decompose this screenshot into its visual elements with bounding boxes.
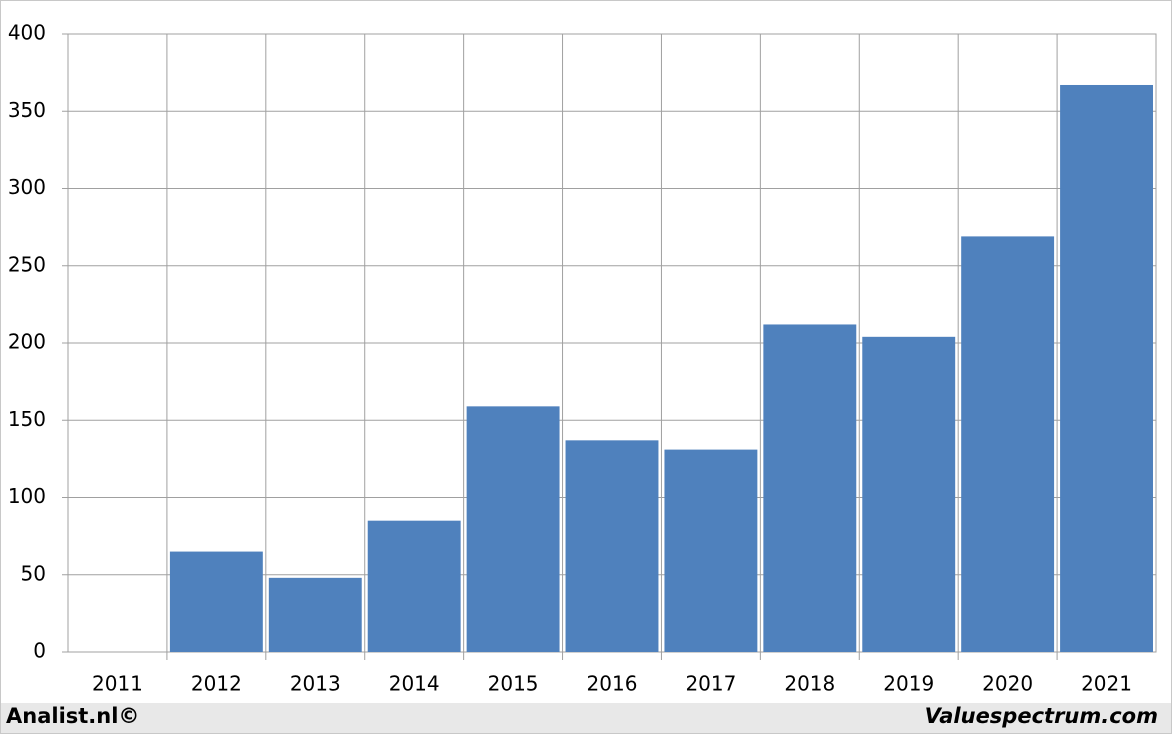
bar — [169, 551, 263, 652]
y-tick-label: 350 — [8, 98, 46, 122]
y-tick-label: 400 — [8, 21, 46, 45]
bar — [565, 440, 659, 652]
x-tick-label: 2018 — [784, 672, 835, 696]
y-tick-label: 300 — [8, 175, 46, 199]
bar — [664, 449, 758, 652]
x-tick-label: 2013 — [290, 672, 341, 696]
x-tick-label: 2020 — [982, 672, 1033, 696]
x-tick-label: 2015 — [488, 672, 539, 696]
footer-band — [1, 703, 1171, 733]
y-tick-label: 0 — [33, 639, 46, 663]
bar — [268, 577, 362, 652]
y-tick-label: 150 — [8, 407, 46, 431]
y-tick-label: 250 — [8, 252, 46, 276]
bar — [862, 336, 956, 652]
y-tick-label: 100 — [8, 484, 46, 508]
footer-right: Valuespectrum.com — [925, 704, 1158, 728]
x-tick-label: 2019 — [883, 672, 934, 696]
bar — [961, 236, 1055, 652]
x-tick-label: 2011 — [92, 672, 143, 696]
x-tick-label: 2017 — [685, 672, 736, 696]
y-tick-label: 50 — [21, 561, 46, 585]
x-tick-label: 2014 — [389, 672, 440, 696]
bar — [763, 324, 857, 652]
x-tick-label: 2016 — [587, 672, 638, 696]
x-tick-label: 2012 — [191, 672, 242, 696]
y-tick-label: 200 — [8, 330, 46, 354]
x-tick-label: 2021 — [1081, 672, 1132, 696]
footer-left: Analist.nl© — [6, 704, 139, 728]
bar — [1060, 84, 1153, 653]
bar — [367, 520, 461, 652]
bar — [466, 406, 560, 652]
